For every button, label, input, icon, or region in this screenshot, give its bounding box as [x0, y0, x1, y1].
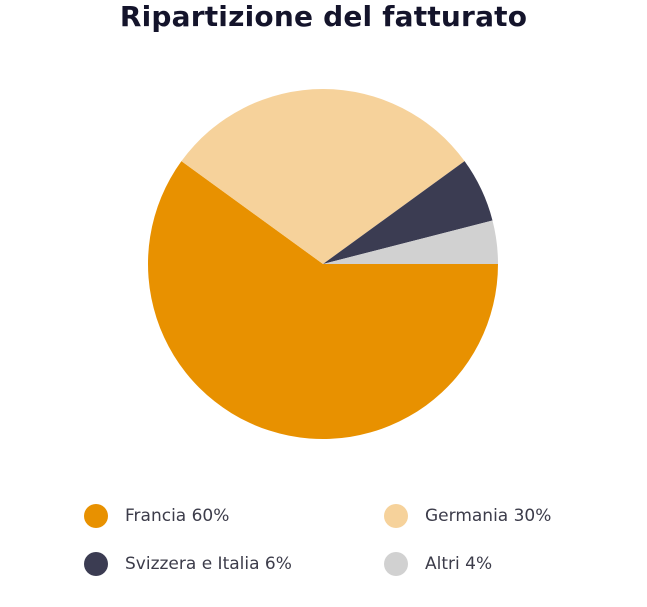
chart-title: Ripartizione del fatturato	[119, 0, 528, 33]
pie-slice-altri	[323, 220, 498, 264]
pie-slice-germania	[181, 88, 465, 264]
pie-slice-francia	[148, 161, 499, 439]
pie-slice-svizzera-italia	[323, 161, 493, 264]
